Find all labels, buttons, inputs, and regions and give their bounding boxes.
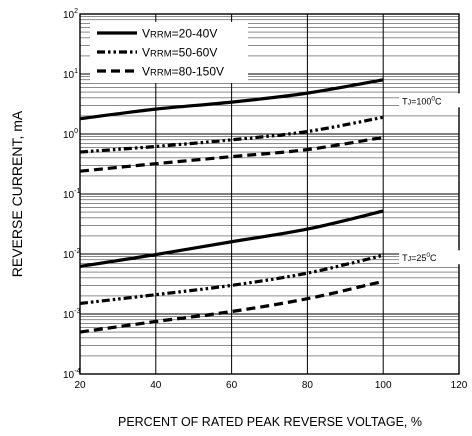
annotations: TJ=1000C TJ=250C	[399, 93, 470, 265]
series-line-1-solid	[79, 78, 384, 121]
x-tick-label: 120	[451, 380, 468, 391]
tick-labels: 20 40 60 80 100 120 10-4 10-3 10-2 10-1 100 101 102	[63, 8, 468, 391]
y-tick-label: 10-1	[63, 188, 80, 201]
x-tick-label: 40	[150, 380, 162, 391]
plot-frame	[79, 13, 460, 375]
y-tick-label: 102	[63, 8, 78, 21]
series-line-4-solid	[79, 209, 384, 269]
legend: VRRM=20-40V VRRM=50-60V VRRM=80-150V	[90, 22, 248, 83]
x-tick-label: 100	[375, 380, 392, 391]
series-line-6-dash	[79, 279, 384, 334]
x-tick-label: 20	[74, 380, 86, 391]
x-tick-label: 60	[226, 380, 238, 391]
x-axis-label: PERCENT OF RATED PEAK REVERSE VOLTAGE, %	[118, 415, 422, 429]
legend-entry: VRRM=20-40V	[142, 27, 217, 41]
y-tick-label: 10-2	[63, 248, 80, 261]
y-tick-label: 10-4	[63, 368, 80, 381]
x-tick-label: 80	[302, 380, 314, 391]
annotation-bg	[399, 93, 470, 108]
grid	[79, 14, 460, 375]
series-line-3-dash	[79, 135, 384, 173]
y-tick-label: 101	[63, 68, 78, 81]
y-axis-label: REVERSE CURRENT, mA	[9, 110, 25, 277]
legend-entry: VRRM=50-60V	[142, 46, 217, 60]
annotation-bg	[399, 250, 470, 265]
y-tick-label: 10-3	[63, 308, 80, 321]
series-line-5-dashdot	[79, 253, 384, 306]
series-line-2-dashdot	[79, 115, 384, 154]
temperature-annotation: TJ=250C	[402, 252, 437, 263]
legend-entry: VRRM=80-150V	[142, 65, 224, 79]
y-tick-label: 100	[63, 128, 78, 141]
temperature-annotation: TJ=1000C	[402, 95, 442, 106]
series-layer	[79, 78, 384, 334]
